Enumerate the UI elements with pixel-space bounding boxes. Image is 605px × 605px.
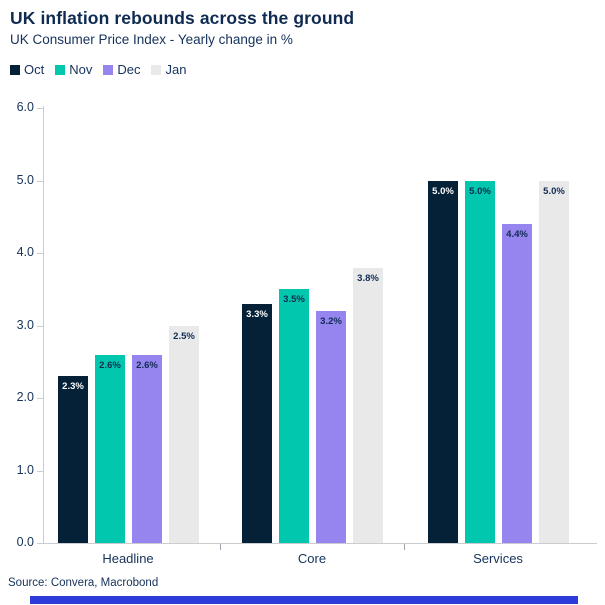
legend: Oct Nov Dec Jan xyxy=(10,62,186,77)
legend-label: Nov xyxy=(69,62,93,77)
bar-core-dec xyxy=(316,311,346,543)
bar-services-oct xyxy=(428,180,458,543)
bar-value-label: 2.6% xyxy=(99,359,121,371)
legend-label: Dec xyxy=(117,62,141,77)
y-axis-tick-label: 1.0 xyxy=(16,462,34,477)
y-axis-tick xyxy=(37,470,43,472)
bar-value-label: 5.0% xyxy=(469,185,491,197)
bar-value-label: 3.2% xyxy=(320,316,342,327)
y-axis-tick-label: 3.0 xyxy=(16,317,34,332)
y-axis-tick-label: 4.0 xyxy=(16,245,34,259)
y-axis-line xyxy=(43,106,44,544)
x-axis-baseline xyxy=(43,543,597,544)
bar-value-label: 3.5% xyxy=(283,294,305,306)
bar-headline-nov xyxy=(95,354,125,543)
y-axis-tick-label: 5.0 xyxy=(16,172,34,187)
y-axis-tick-label: 0.0 xyxy=(16,535,34,549)
category-label-services: Services xyxy=(473,551,523,566)
legend-swatch-dec xyxy=(103,64,114,75)
y-axis-tick-label: 6.0 xyxy=(16,100,34,114)
legend-swatch-jan xyxy=(151,64,162,75)
y-axis-tick xyxy=(37,325,43,327)
legend-swatch-nov xyxy=(55,64,66,75)
category-label-headline: Headline xyxy=(102,551,154,566)
y-axis-tick-label: 2.0 xyxy=(16,390,34,404)
source-note: Source: Convera, Macrobond xyxy=(8,577,159,589)
bar-value-label: 3.3% xyxy=(246,308,268,320)
category-label-core: Core xyxy=(297,551,327,566)
bar-core-oct xyxy=(242,303,272,543)
bar-services-dec xyxy=(502,224,532,543)
legend-item-dec: Dec xyxy=(103,62,140,77)
y-axis-tick xyxy=(37,398,43,399)
legend-label: Jan xyxy=(165,62,187,77)
bar-value-label: 2.3% xyxy=(62,381,84,393)
bar-core-nov xyxy=(279,289,309,543)
legend-item-jan: Jan xyxy=(151,62,186,77)
bar-value-label: 3.8% xyxy=(357,272,379,284)
bar-value-label: 2.6% xyxy=(136,359,158,371)
bar-services-jan xyxy=(539,180,569,543)
legend-item-nov: Nov xyxy=(55,62,92,77)
y-axis-tick xyxy=(37,253,43,254)
bar-headline-dec xyxy=(132,354,162,543)
bar-value-label: 2.5% xyxy=(173,330,195,342)
bar-headline-jan xyxy=(169,325,199,543)
bar-services-nov xyxy=(465,180,495,543)
bar-value-label: 5.0% xyxy=(543,185,565,197)
bar-headline-oct xyxy=(58,376,88,543)
legend-swatch-oct xyxy=(10,64,20,75)
y-axis-tick xyxy=(37,180,43,182)
chart-title: UK inflation rebounds across the ground xyxy=(10,8,355,28)
footer-accent-bar xyxy=(30,596,578,604)
bar-value-label: 4.4% xyxy=(506,229,528,240)
y-axis-tick xyxy=(37,108,43,109)
bar-core-jan xyxy=(353,267,383,543)
x-axis-tick xyxy=(403,544,405,550)
x-axis-tick xyxy=(219,544,221,550)
bar-value-label: 5.0% xyxy=(432,185,454,197)
legend-item-oct: Oct xyxy=(10,62,44,77)
chart-subtitle: UK Consumer Price Index - Yearly change … xyxy=(10,32,293,47)
y-axis-tick xyxy=(37,543,43,544)
legend-label: Oct xyxy=(24,62,45,77)
